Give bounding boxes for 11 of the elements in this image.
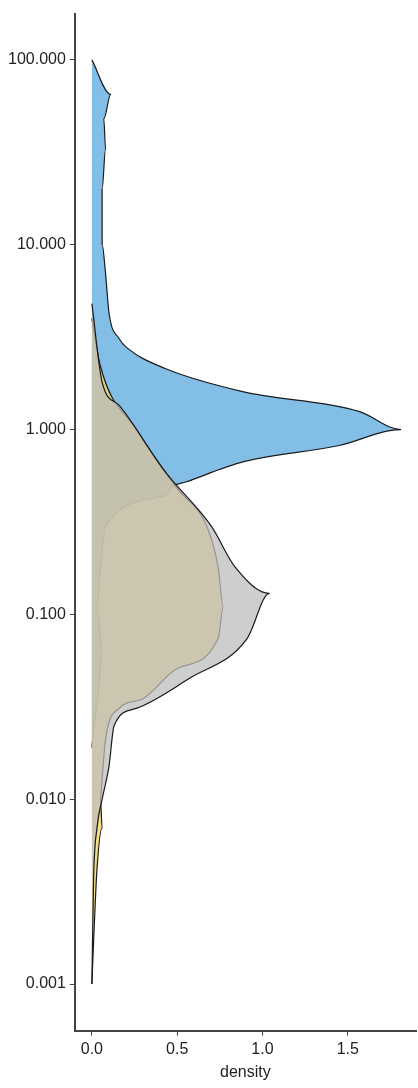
x-tick-label: 0.0 [80, 1039, 104, 1057]
y-tick-label: 0.010 [25, 789, 66, 807]
y-tick-label: 0.100 [25, 604, 66, 622]
y-tick-label: 0.001 [25, 974, 66, 992]
x-tick-label: 1.5 [336, 1039, 359, 1057]
x-axis-title: density [220, 1062, 271, 1080]
x-tick-label: 1.0 [251, 1039, 274, 1057]
x-tick-label: 0.5 [166, 1039, 189, 1057]
y-tick-label: 10.000 [16, 235, 66, 253]
y-tick-label: 100.000 [7, 50, 66, 68]
y-tick-label: 1.000 [25, 419, 66, 437]
